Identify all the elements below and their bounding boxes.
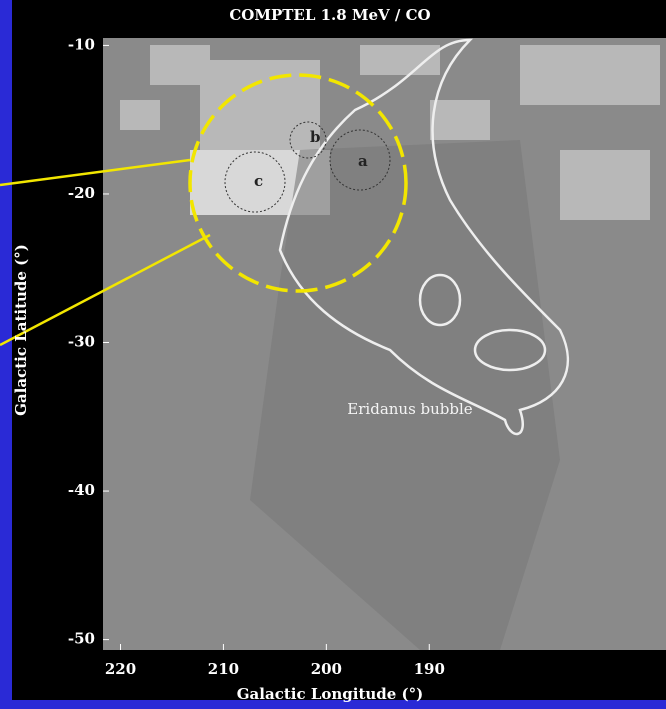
y-tick-label: -50 — [68, 630, 95, 648]
source-label: b — [310, 128, 321, 146]
annotation: Eridanus bubble — [347, 400, 473, 418]
y-tick-label: -20 — [68, 184, 95, 202]
chart-title: COMPTEL 1.8 MeV / CO — [229, 6, 430, 24]
y-tick-label: -40 — [68, 481, 95, 499]
y-tick-label: -10 — [68, 35, 95, 53]
page: b c a Eridanus bubble COMPTEL 1.8 MeV / … — [0, 0, 666, 709]
x-axis-label: Galactic Longitude (°) — [237, 685, 424, 703]
plot-area: b c a Eridanus bubble — [103, 38, 666, 650]
x-tick-label: 190 — [414, 660, 445, 678]
x-tick-label: 220 — [105, 660, 136, 678]
source-label: a — [358, 152, 368, 170]
x-tick-label: 210 — [208, 660, 239, 678]
y-tick-label: -30 — [68, 333, 95, 351]
x-tick-label: 200 — [311, 660, 342, 678]
y-axis-label: Galactic Latitude (°) — [12, 244, 30, 416]
source-label: c — [254, 172, 263, 190]
slide: b c a Eridanus bubble COMPTEL 1.8 MeV / … — [0, 0, 666, 709]
